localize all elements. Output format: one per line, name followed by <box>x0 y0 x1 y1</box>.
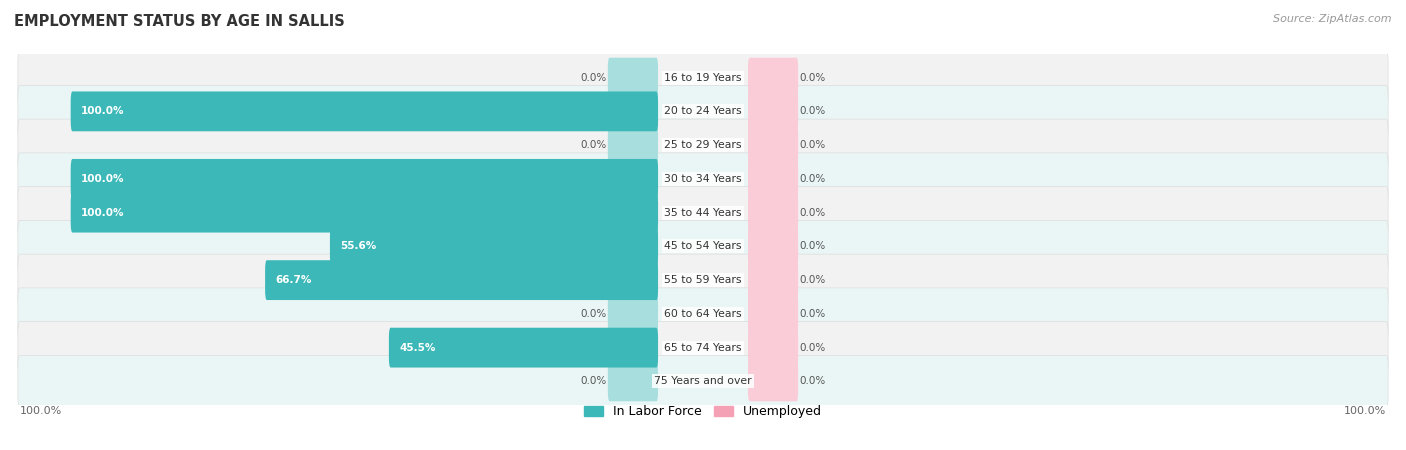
Text: 0.0%: 0.0% <box>800 309 825 319</box>
FancyBboxPatch shape <box>607 226 658 266</box>
FancyBboxPatch shape <box>748 226 799 266</box>
FancyBboxPatch shape <box>18 86 1388 137</box>
FancyBboxPatch shape <box>330 226 658 266</box>
Text: 55.6%: 55.6% <box>340 241 377 252</box>
FancyBboxPatch shape <box>18 254 1388 306</box>
Text: 100.0%: 100.0% <box>82 207 125 218</box>
Text: 0.0%: 0.0% <box>800 106 825 117</box>
FancyBboxPatch shape <box>748 91 799 131</box>
Text: 65 to 74 Years: 65 to 74 Years <box>664 342 742 353</box>
FancyBboxPatch shape <box>748 193 799 233</box>
FancyBboxPatch shape <box>748 294 799 334</box>
Text: 16 to 19 Years: 16 to 19 Years <box>664 72 742 83</box>
FancyBboxPatch shape <box>607 361 658 401</box>
Text: 55 to 59 Years: 55 to 59 Years <box>664 275 742 285</box>
Text: 0.0%: 0.0% <box>581 72 606 83</box>
Text: 0.0%: 0.0% <box>581 309 606 319</box>
FancyBboxPatch shape <box>607 91 658 131</box>
FancyBboxPatch shape <box>607 193 658 233</box>
FancyBboxPatch shape <box>748 125 799 165</box>
Text: 30 to 34 Years: 30 to 34 Years <box>664 174 742 184</box>
Text: 66.7%: 66.7% <box>276 275 312 285</box>
FancyBboxPatch shape <box>18 356 1388 407</box>
FancyBboxPatch shape <box>18 153 1388 205</box>
FancyBboxPatch shape <box>70 193 658 233</box>
Text: 20 to 24 Years: 20 to 24 Years <box>664 106 742 117</box>
FancyBboxPatch shape <box>18 322 1388 374</box>
FancyBboxPatch shape <box>70 91 658 131</box>
Legend: In Labor Force, Unemployed: In Labor Force, Unemployed <box>579 400 827 423</box>
Text: 0.0%: 0.0% <box>800 241 825 252</box>
Text: 0.0%: 0.0% <box>800 275 825 285</box>
FancyBboxPatch shape <box>748 361 799 401</box>
Text: 100.0%: 100.0% <box>82 106 125 117</box>
Text: 100.0%: 100.0% <box>20 406 62 416</box>
Text: 0.0%: 0.0% <box>800 342 825 353</box>
FancyBboxPatch shape <box>607 58 658 98</box>
FancyBboxPatch shape <box>18 288 1388 340</box>
FancyBboxPatch shape <box>18 119 1388 171</box>
Text: 45 to 54 Years: 45 to 54 Years <box>664 241 742 252</box>
Text: 0.0%: 0.0% <box>800 207 825 218</box>
Text: 25 to 29 Years: 25 to 29 Years <box>664 140 742 150</box>
Text: Source: ZipAtlas.com: Source: ZipAtlas.com <box>1274 14 1392 23</box>
Text: 0.0%: 0.0% <box>800 376 825 387</box>
FancyBboxPatch shape <box>748 328 799 368</box>
Text: 0.0%: 0.0% <box>800 174 825 184</box>
FancyBboxPatch shape <box>607 260 658 300</box>
FancyBboxPatch shape <box>389 328 658 368</box>
FancyBboxPatch shape <box>748 58 799 98</box>
Text: 0.0%: 0.0% <box>581 140 606 150</box>
FancyBboxPatch shape <box>607 125 658 165</box>
FancyBboxPatch shape <box>266 260 658 300</box>
FancyBboxPatch shape <box>18 220 1388 272</box>
Text: 0.0%: 0.0% <box>800 72 825 83</box>
FancyBboxPatch shape <box>607 328 658 368</box>
FancyBboxPatch shape <box>748 260 799 300</box>
Text: 0.0%: 0.0% <box>800 140 825 150</box>
Text: 75 Years and over: 75 Years and over <box>654 376 752 387</box>
Text: 0.0%: 0.0% <box>581 376 606 387</box>
FancyBboxPatch shape <box>18 52 1388 104</box>
FancyBboxPatch shape <box>70 159 658 199</box>
FancyBboxPatch shape <box>748 159 799 199</box>
Text: 100.0%: 100.0% <box>82 174 125 184</box>
FancyBboxPatch shape <box>607 294 658 334</box>
Text: 100.0%: 100.0% <box>1344 406 1386 416</box>
Text: 60 to 64 Years: 60 to 64 Years <box>664 309 742 319</box>
FancyBboxPatch shape <box>18 187 1388 239</box>
Text: EMPLOYMENT STATUS BY AGE IN SALLIS: EMPLOYMENT STATUS BY AGE IN SALLIS <box>14 14 344 28</box>
Text: 45.5%: 45.5% <box>399 342 436 353</box>
Text: 35 to 44 Years: 35 to 44 Years <box>664 207 742 218</box>
FancyBboxPatch shape <box>607 159 658 199</box>
